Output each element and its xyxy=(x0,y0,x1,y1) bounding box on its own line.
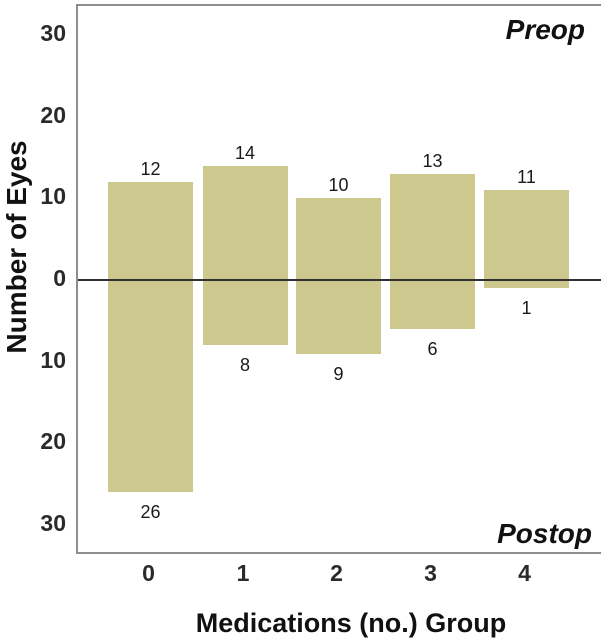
x-tick-label-0: 0 xyxy=(142,560,155,586)
preop-value-label-group-0: 12 xyxy=(140,158,161,179)
postop-value-label-group-2: 9 xyxy=(333,363,344,384)
x-axis-title: Medications (no.) Group xyxy=(195,608,507,638)
x-tick-label-4: 4 xyxy=(518,560,531,586)
x-tick-label-3: 3 xyxy=(424,560,437,586)
x-tick-label-1: 1 xyxy=(236,560,250,586)
y-tick-label-4: 10 xyxy=(40,346,66,373)
postop-value-label-group-3: 6 xyxy=(427,339,438,360)
preop-annotation: Preop xyxy=(505,14,585,45)
y-axis-title: Number of Eyes xyxy=(1,140,32,354)
zero-baseline xyxy=(78,279,601,281)
bar-group-2 xyxy=(296,198,381,354)
preop-value-label-group-4: 11 xyxy=(517,167,536,188)
postop-value-label-group-1: 8 xyxy=(239,355,250,376)
y-tick-label-2: 10 xyxy=(40,183,66,210)
plot-area: 12 26 14 8 10 9 13 6 11 1 Preop Postop xyxy=(76,4,601,554)
bar-group-0 xyxy=(108,181,193,493)
preop-value-label-group-1: 14 xyxy=(234,142,256,163)
y-tick-label-1: 20 xyxy=(40,101,66,128)
preop-value-label-group-2: 10 xyxy=(328,175,349,196)
y-tick-label-5: 20 xyxy=(40,428,66,455)
y-tick-label-0: 30 xyxy=(40,19,66,46)
y-tick-label-6: 30 xyxy=(40,510,66,537)
bar-group-1 xyxy=(202,165,288,346)
postop-annotation: Postop xyxy=(497,518,592,549)
x-tick-label-2: 2 xyxy=(330,560,343,586)
bar-group-3 xyxy=(390,173,475,329)
postop-value-label-group-0: 26 xyxy=(140,502,161,523)
bar-group-4 xyxy=(484,190,569,289)
preop-value-label-group-3: 13 xyxy=(422,150,443,171)
y-tick-label-3: 0 xyxy=(53,265,66,291)
postop-value-label-group-4: 1 xyxy=(521,298,532,319)
